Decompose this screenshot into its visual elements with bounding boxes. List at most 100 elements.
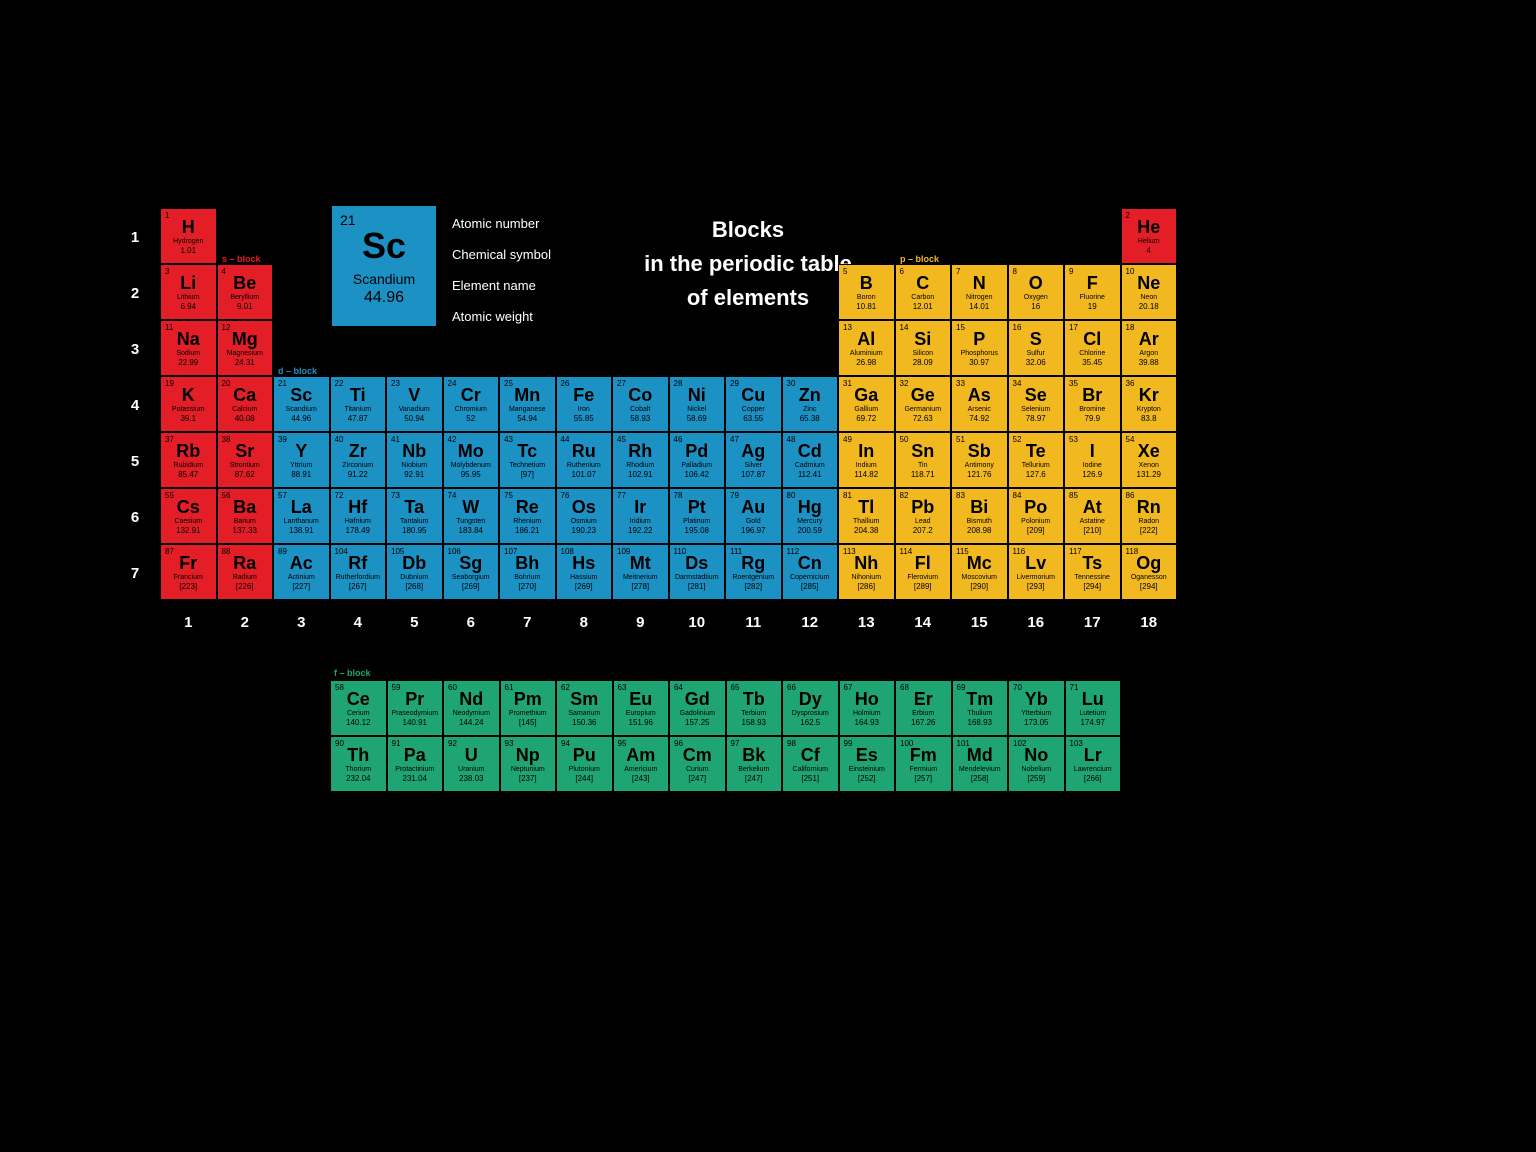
atomic-number: 87 bbox=[165, 547, 174, 556]
atomic-weight: 78.97 bbox=[1026, 414, 1046, 423]
atomic-weight: 50.94 bbox=[404, 414, 424, 423]
element-name: Holmium bbox=[853, 710, 881, 717]
atomic-number: 86 bbox=[1126, 491, 1135, 500]
atomic-weight: [247] bbox=[745, 774, 763, 783]
group-label: 13 bbox=[838, 614, 895, 631]
element-name: Lithium bbox=[177, 294, 200, 301]
atomic-weight: 150.36 bbox=[572, 718, 596, 727]
element-symbol: Te bbox=[1026, 442, 1046, 460]
element-symbol: Bk bbox=[742, 746, 765, 764]
element-symbol: Be bbox=[233, 274, 256, 292]
element-name: Lawrencium bbox=[1074, 766, 1112, 773]
atomic-weight: 47.87 bbox=[348, 414, 368, 423]
element-name: Seaborgium bbox=[452, 574, 490, 581]
element-symbol: Br bbox=[1082, 386, 1102, 404]
element-name: Rhenium bbox=[513, 518, 541, 525]
group-label: 1 bbox=[160, 614, 217, 631]
element-cell-Hg: 80HgMercury200.59 bbox=[782, 488, 839, 544]
atomic-number: 4 bbox=[222, 267, 226, 276]
element-name: Nitrogen bbox=[966, 294, 992, 301]
element-cell-Fm: 100FmFermium[257] bbox=[895, 736, 952, 792]
element-name: Tantalum bbox=[400, 518, 428, 525]
element-name: Ytterbium bbox=[1021, 710, 1051, 717]
atomic-number: 49 bbox=[843, 435, 852, 444]
element-cell-Gd: 64GdGadolinium157.25 bbox=[669, 680, 726, 736]
group-label: 5 bbox=[386, 614, 443, 631]
diagram-title-line: Blocks bbox=[0, 215, 1496, 246]
element-cell-In: 49InIndium114.82 bbox=[838, 432, 895, 488]
element-cell-Lr: 103LrLawrencium[266] bbox=[1065, 736, 1122, 792]
element-symbol: Nh bbox=[854, 554, 878, 572]
atomic-number: 13 bbox=[843, 323, 852, 332]
atomic-number: 26 bbox=[561, 379, 570, 388]
element-name: Zirconium bbox=[342, 462, 373, 469]
element-symbol: Ir bbox=[634, 498, 646, 516]
atomic-weight: [278] bbox=[631, 582, 649, 591]
element-symbol: No bbox=[1024, 746, 1048, 764]
element-cell-La: 57LaLanthanum138.91 bbox=[273, 488, 330, 544]
element-name: Zinc bbox=[803, 406, 816, 413]
atomic-number: 70 bbox=[1013, 683, 1022, 692]
element-cell-Ne: 10NeNeon20.18 bbox=[1121, 264, 1178, 320]
element-symbol: Ge bbox=[911, 386, 935, 404]
element-symbol: Er bbox=[914, 690, 933, 708]
atomic-number: 38 bbox=[222, 435, 231, 444]
atomic-number: 48 bbox=[787, 435, 796, 444]
element-symbol: Mo bbox=[458, 442, 484, 460]
element-symbol: Ni bbox=[688, 386, 706, 404]
atomic-weight: [286] bbox=[857, 582, 875, 591]
atomic-number: 15 bbox=[956, 323, 965, 332]
atomic-number: 1 bbox=[165, 211, 169, 220]
element-cell-Ac: 89AcActinium[227] bbox=[273, 544, 330, 600]
element-cell-Hf: 72HfHafnium178.49 bbox=[330, 488, 387, 544]
atomic-weight: 22.99 bbox=[178, 358, 198, 367]
atomic-number: 32 bbox=[900, 379, 909, 388]
element-name: Cerium bbox=[347, 710, 370, 717]
element-name: Gold bbox=[746, 518, 761, 525]
element-cell-Ir: 77IrIridium192.22 bbox=[612, 488, 669, 544]
element-cell-Cf: 98CfCalifornium[251] bbox=[782, 736, 839, 792]
element-cell-Zr: 40ZrZirconium91.22 bbox=[330, 432, 387, 488]
atomic-number: 20 bbox=[222, 379, 231, 388]
atomic-number: 80 bbox=[787, 491, 796, 500]
atomic-number: 62 bbox=[561, 683, 570, 692]
atomic-weight: 238.03 bbox=[459, 774, 483, 783]
atomic-weight: 35.45 bbox=[1082, 358, 1102, 367]
element-name: Radon bbox=[1138, 518, 1159, 525]
element-name: Polonium bbox=[1021, 518, 1050, 525]
element-symbol: Fm bbox=[910, 746, 937, 764]
atomic-number: 2 bbox=[1126, 211, 1130, 220]
element-cell-Ru: 44RuRuthenium101.07 bbox=[556, 432, 613, 488]
atomic-number: 19 bbox=[165, 379, 174, 388]
element-name: Yttrium bbox=[290, 462, 312, 469]
element-name: Rutherfordium bbox=[336, 574, 380, 581]
element-name: Manganese bbox=[509, 406, 546, 413]
element-symbol: Yb bbox=[1025, 690, 1048, 708]
element-cell-Cs: 55CsCaesium132.91 bbox=[160, 488, 217, 544]
atomic-weight: 44.96 bbox=[291, 414, 311, 423]
element-cell-V: 23VVanadium50.94 bbox=[386, 376, 443, 432]
atomic-weight: 126.9 bbox=[1082, 470, 1102, 479]
element-name: Darmstadtium bbox=[675, 574, 719, 581]
element-cell-Mt: 109MtMeitnerium[278] bbox=[612, 544, 669, 600]
atomic-weight: 91.22 bbox=[348, 470, 368, 479]
element-symbol: Ca bbox=[233, 386, 256, 404]
element-cell-W: 74WTungsten183.84 bbox=[443, 488, 500, 544]
element-symbol: Hg bbox=[798, 498, 822, 516]
element-symbol: Ce bbox=[347, 690, 370, 708]
element-cell-Os: 76OsOsmium190.23 bbox=[556, 488, 613, 544]
element-cell-Ho: 67HoHolmium164.93 bbox=[839, 680, 896, 736]
element-symbol: Lr bbox=[1084, 746, 1102, 764]
element-cell-Lv: 116LvLivermorium[293] bbox=[1008, 544, 1065, 600]
atomic-number: 100 bbox=[900, 739, 913, 748]
element-symbol: Nd bbox=[459, 690, 483, 708]
atomic-weight: 157.25 bbox=[685, 718, 709, 727]
atomic-weight: 63.55 bbox=[743, 414, 763, 423]
element-name: Antimony bbox=[965, 462, 994, 469]
atomic-weight: 112.41 bbox=[798, 470, 822, 479]
atomic-number: 34 bbox=[1013, 379, 1022, 388]
atomic-weight: 32.06 bbox=[1026, 358, 1046, 367]
element-cell-Ds: 110DsDarmstadtium[281] bbox=[669, 544, 726, 600]
element-name: Thorium bbox=[345, 766, 371, 773]
element-cell-Rf: 104RfRutherfordium[267] bbox=[330, 544, 387, 600]
